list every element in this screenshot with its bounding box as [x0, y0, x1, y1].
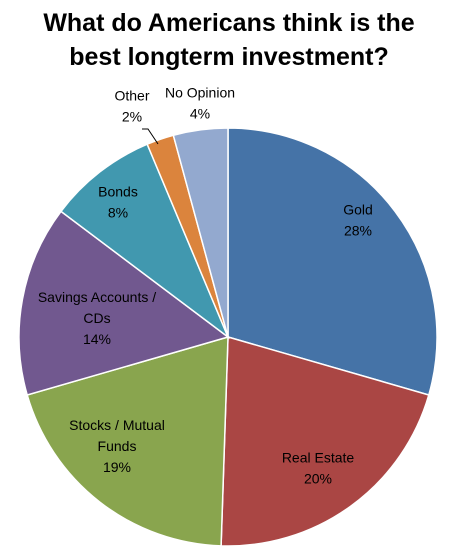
slice-label-savings-accounts-cds-line-2: CDs [83, 310, 110, 326]
slice-label-other-line-1: Other [114, 88, 149, 104]
slice-label-savings-accounts-cds-line-1: Savings Accounts / [38, 289, 156, 305]
slice-label-stocks-mutual-funds: Stocks / Mutual Funds 19% [69, 417, 165, 475]
pie-slice-bonds [59, 143, 230, 340]
slice-label-gold-line-2: 28% [344, 223, 372, 239]
leader-line-other [142, 128, 159, 145]
slice-label-stocks-mutual-funds-line-2: Funds [98, 438, 137, 454]
slice-label-real-estate-line-1: Real Estate [282, 450, 355, 466]
slice-label-stocks-mutual-funds-line-1: Stocks / Mutual [69, 417, 165, 433]
slice-label-savings-accounts-cds-line-3: 14% [83, 331, 111, 347]
slice-label-no-opinion-line-2: 4% [190, 106, 210, 122]
slice-label-savings-accounts-cds: Savings Accounts / CDs 14% [38, 289, 156, 347]
slice-label-bonds-line-2: 8% [108, 205, 128, 221]
chart-title: What do Americans think is the best long… [0, 6, 458, 74]
slice-label-real-estate-line-2: 20% [304, 471, 332, 487]
pie-slice-savings-accounts-cds [18, 210, 230, 396]
pie-slice-real-estate [220, 336, 430, 547]
chart-title-line-2: best longterm investment? [69, 43, 389, 71]
chart-title-line-1: What do Americans think is the [43, 9, 415, 37]
slice-label-real-estate: Real Estate 20% [282, 450, 355, 487]
slice-label-stocks-mutual-funds-line-3: 19% [103, 459, 131, 475]
slice-label-bonds: Bonds 8% [98, 184, 138, 221]
slice-label-other-line-2: 2% [122, 109, 142, 125]
pie-slice-gold [227, 127, 438, 396]
slice-label-gold: Gold 28% [343, 202, 373, 239]
pie-slice-no-opinion [172, 127, 229, 338]
slice-label-no-opinion-line-1: No Opinion [165, 85, 235, 101]
slice-label-no-opinion: No Opinion 4% [165, 85, 235, 122]
slice-label-gold-line-1: Gold [343, 202, 373, 218]
slice-label-bonds-line-1: Bonds [98, 184, 138, 200]
pie-slice-stocks-mutual-funds [26, 335, 229, 547]
slice-label-other: Other 2% [114, 88, 149, 125]
